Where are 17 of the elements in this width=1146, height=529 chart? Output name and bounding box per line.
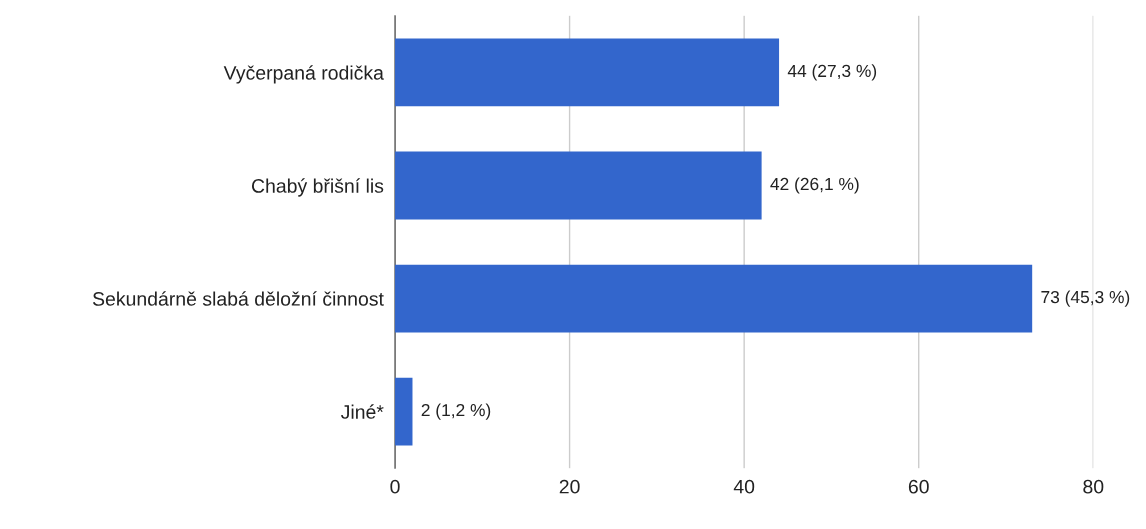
- bar: [395, 377, 413, 446]
- x-tick-label: 80: [1083, 479, 1104, 494]
- bar: [395, 264, 1033, 333]
- y-tick-label: Sekundárně slabá děložní činnost: [92, 291, 384, 306]
- x-tick-label: 20: [559, 479, 580, 494]
- y-tick-label: Chabý břišní lis: [251, 178, 384, 197]
- data-label: 2 (1,2 %): [421, 403, 491, 420]
- bar: [395, 38, 780, 107]
- x-tick-label: 60: [908, 479, 929, 494]
- y-tick-label: Vyčerpaná rodička: [223, 65, 384, 84]
- data-label: 42 (26,1 %): [770, 177, 859, 194]
- data-label: 44 (27,3 %): [787, 64, 877, 81]
- x-tick-label: 40: [733, 479, 755, 494]
- x-tick-label: 0: [390, 479, 400, 494]
- y-tick-label: Jiné*: [340, 404, 384, 419]
- bar: [395, 151, 762, 220]
- data-label: 73 (45,3 %): [1041, 290, 1130, 307]
